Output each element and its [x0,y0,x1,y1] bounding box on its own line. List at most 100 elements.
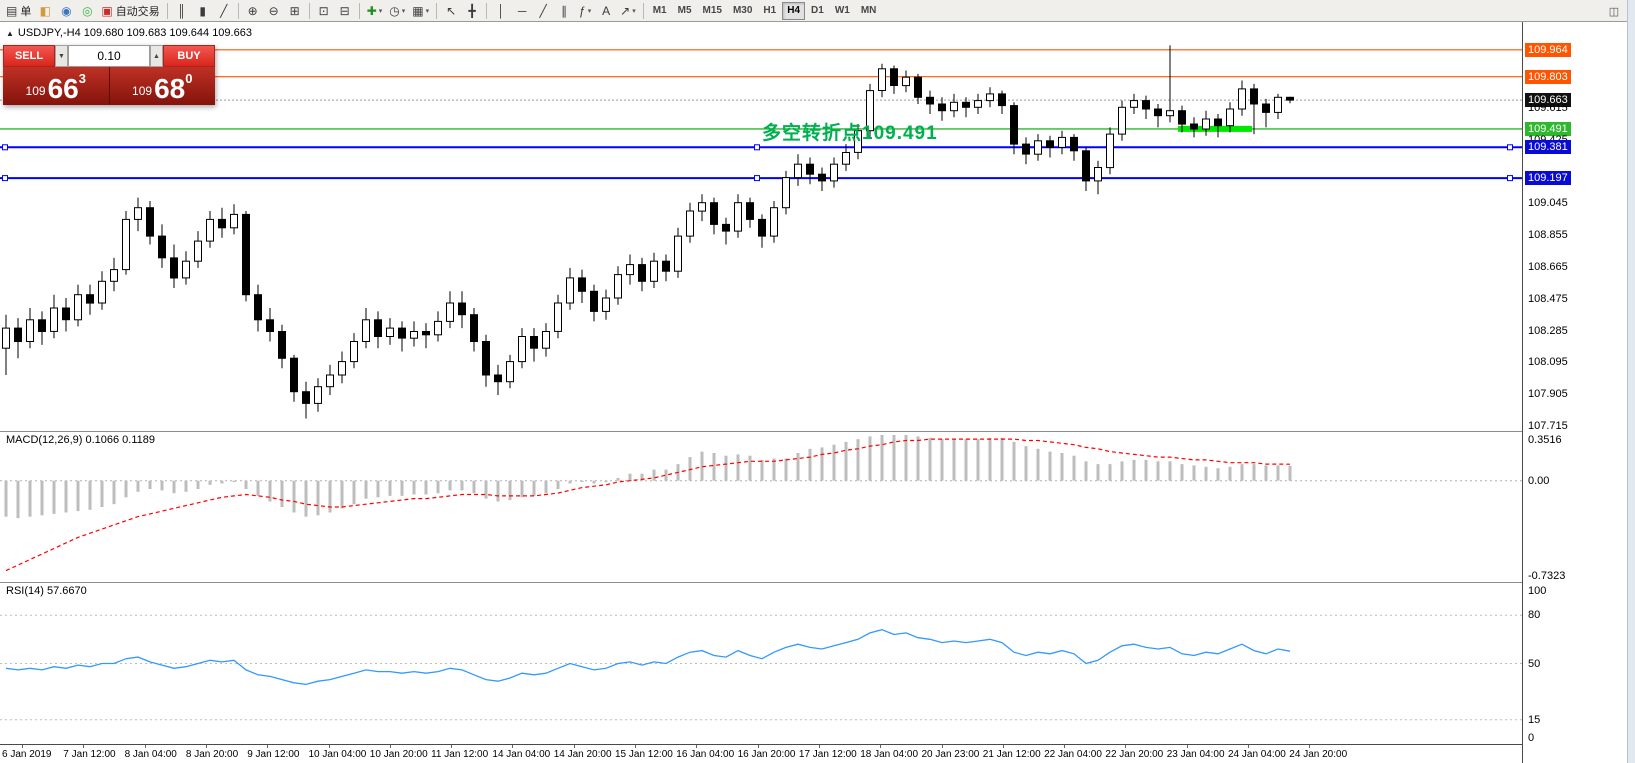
dropdown-arrow-icon[interactable]: ▾ [632,7,636,15]
candle-body [1154,108,1162,117]
candle-body [662,260,670,272]
time-axis[interactable]: 6 Jan 2019 7 Jan 12:00 8 Jan 04:00 8 Jan 20… [0,744,1522,763]
line-selection-handle[interactable] [1507,175,1513,182]
volume-decrease-button[interactable]: ▼ [55,45,68,67]
zoom-in-icon: ⊕ [247,3,258,18]
candle-body [578,277,586,292]
line-selection-handle[interactable] [754,144,760,151]
timeframe-w1-button[interactable]: W1 [834,5,850,16]
rsi-indicator-panel[interactable]: RSI(14) 57.6670 [0,583,1522,744]
sell-button[interactable]: SELL [3,45,55,67]
main-chart-panel[interactable]: ▲ USDJPY,-H4 109.680 109.683 109.644 109.… [0,22,1522,431]
timeframe-h4-button[interactable]: H4 [782,1,806,20]
timeframe-d1-button[interactable]: D1 [811,5,824,16]
dropdown-arrow-icon[interactable]: ▾ [425,7,430,15]
macd-histogram-bar [184,480,188,492]
macd-histogram-bar [748,455,752,481]
dropdown-arrow-icon[interactable]: ▾ [401,7,406,15]
autotrading-button[interactable]: ▣ 自动交易 [98,1,162,21]
macd-histogram-bar [916,436,920,481]
candle-body [806,163,814,175]
timeframe-h1-button[interactable]: H1 [763,5,777,16]
timeframe-m5-button[interactable]: M5 [677,5,692,16]
right-scroll-strip[interactable] [1627,0,1635,763]
periods-button[interactable]: ◷ ▾ [386,1,408,21]
arrows-button[interactable]: ↗ ▾ [617,1,639,21]
macd-histogram-bar [736,454,740,481]
line-selection-handle[interactable] [1507,144,1513,151]
macd-tick--0.7323: -0.7323 [1528,570,1566,582]
volume-increase-button[interactable]: ▲ [150,45,163,67]
macd-histogram-bar [1084,461,1088,481]
price-axis[interactable]: 109.964109.803109.663109.615109.491109.4… [1522,22,1627,763]
candle-body [962,101,970,108]
channel-button[interactable]: ∥ [554,1,574,21]
trendline-button[interactable]: ╱ [533,1,553,21]
candle-body [1250,88,1258,105]
turning-point-annotation[interactable]: 多空转折点109.491 [762,123,938,144]
zoom-out-button[interactable]: ⊖ [264,1,284,21]
crosshair-button[interactable]: ╋ [462,1,482,21]
sell-price-sup: 3 [78,71,86,86]
candlestick-button[interactable]: ▮ [193,1,213,21]
candle-body [1142,100,1150,110]
buy-button[interactable]: BUY [163,45,215,67]
line-selection-handle[interactable] [754,175,760,182]
macd-histogram-bar [592,480,596,484]
line-selection-handle[interactable] [2,175,8,182]
templates-icon: ▦ [412,3,424,18]
time-tick [22,745,23,748]
text-button[interactable]: A [596,1,616,21]
panel-separator[interactable] [0,431,1627,432]
line-chart-button[interactable]: ╱ [214,1,234,21]
line-selection-handle[interactable] [2,144,8,151]
macd-histogram-bar [1276,465,1280,481]
timeframe-m15-button[interactable]: M15 [702,5,722,16]
macd-indicator-panel[interactable]: MACD(12,26,9) 0.1066 0.1189 [0,432,1522,582]
macd-histogram-bar [796,453,800,481]
new-order-button[interactable]: ▤ 单 [3,1,34,21]
tile-windows-button[interactable]: ⊡ [314,1,334,21]
macd-histogram-bar [100,480,104,507]
panel-toggle-button[interactable]: ◫ [1608,5,1620,18]
candle-body [434,320,442,336]
candle-body [458,302,466,316]
indicators-button[interactable]: ✚ ▾ [364,1,386,21]
cascade-windows-button[interactable]: ⊟ [335,1,355,21]
horizontal-line-icon: ─ [517,3,527,18]
dropdown-arrow-icon[interactable]: ▾ [587,7,592,15]
templates-button[interactable]: ▦ ▾ [409,1,432,21]
cursor-button[interactable]: ↖ [441,1,461,21]
zoom-in-button[interactable]: ⊕ [243,1,263,21]
market-watch-button[interactable]: ◉ [56,1,76,21]
vertical-line-button[interactable]: │ [491,1,511,21]
volume-input[interactable] [68,45,150,67]
fibonacci-button[interactable]: ƒ ▾ [575,1,595,21]
bar-chart-button[interactable]: ║ [172,1,192,21]
time-tick [880,745,882,748]
panel-separator[interactable] [0,582,1627,583]
candle-body [74,294,82,321]
dropdown-arrow-icon[interactable]: ▾ [378,7,383,15]
sell-price-big: 66 [47,73,79,104]
sell-price-display[interactable]: 109 66 3 [3,67,109,105]
candle-body [590,290,598,312]
buy-price-display[interactable]: 109 68 0 [110,67,216,105]
toolbar-separator [237,2,239,19]
timeframe-m30-button[interactable]: M30 [732,5,753,16]
one-click-collapse-icon[interactable]: ▲ [6,29,14,38]
candle-body [518,336,526,363]
timeframe-m1-button[interactable]: M1 [652,5,667,16]
navigator-button[interactable]: ◎ [77,1,97,21]
macd-histogram-bar [760,459,764,481]
timeframe-mn-button[interactable]: MN [860,5,877,16]
macd-histogram-bar [892,435,896,481]
macd-histogram-bar [4,480,8,517]
horizontal-line-button[interactable]: ─ [512,1,532,21]
grid-button[interactable]: ⊞ [285,1,305,21]
time-tick [389,745,391,748]
charts-button[interactable]: ◧ [35,1,55,21]
macd-histogram-bar [256,480,260,496]
time-tick [818,745,820,748]
turning-point-highlight[interactable] [1178,125,1252,132]
